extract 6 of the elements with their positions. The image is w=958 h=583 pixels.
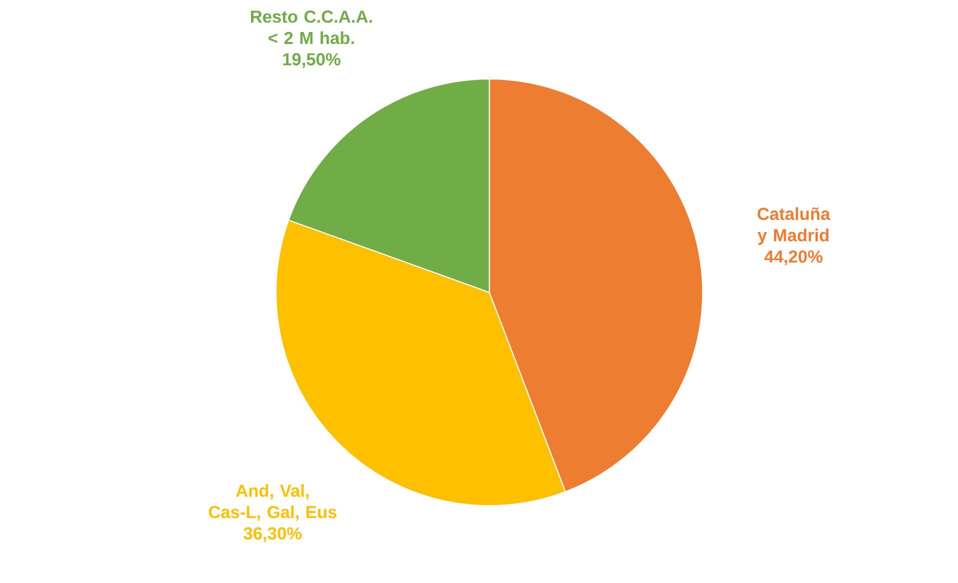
data-label: 36,30%: [244, 527, 302, 542]
slice-label: And, Val, Cas-L, Gal, Eus: [208, 484, 336, 521]
slice-label: Resto C.C.A.A. < 2 M hab.: [250, 10, 372, 44]
slice-label: Cataluña y Madrid: [758, 207, 830, 245]
data-label: 19,50%: [283, 53, 340, 68]
data-label: 44,20%: [764, 250, 822, 266]
